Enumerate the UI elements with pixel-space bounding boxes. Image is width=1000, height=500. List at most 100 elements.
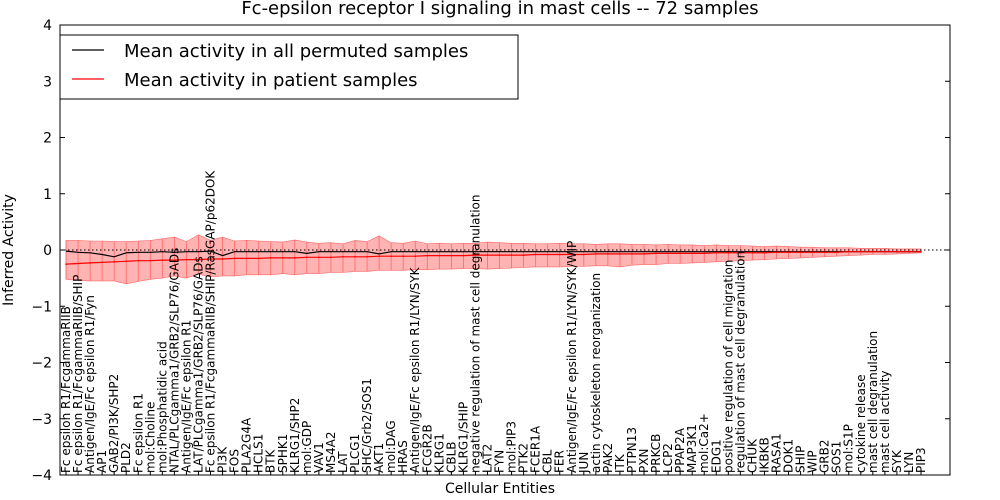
patient-mean-point <box>920 250 922 253</box>
patient-mean-point <box>727 252 730 254</box>
patient-mean-point <box>558 253 561 256</box>
x-category-label: FYN <box>493 450 507 473</box>
patient-mean-point <box>570 253 573 256</box>
y-tick-label: 4 <box>43 18 52 34</box>
patient-mean-point <box>510 254 513 256</box>
patient-mean-point <box>173 259 176 261</box>
patient-mean-point <box>775 251 778 254</box>
patient-mean-point <box>342 255 344 258</box>
patient-mean-point <box>426 254 429 257</box>
x-axis-label: Cellular Entities <box>445 481 555 497</box>
patient-mean-point <box>787 251 790 254</box>
patient-mean-point <box>89 262 91 264</box>
x-category-label: ITK <box>613 453 627 473</box>
x-category-label: JUN <box>577 452 591 474</box>
x-category-label: negative regulation of mast cell degranu… <box>468 194 482 473</box>
x-category-label: GAB2/PI3K/SHP2 <box>107 374 121 473</box>
patient-mean-point <box>366 255 368 258</box>
patient-mean-point <box>872 250 874 253</box>
x-category-label: KLRG1/SHP2 <box>288 398 302 473</box>
x-category-label: LYN <box>902 452 916 473</box>
patient-mean-point <box>739 252 742 254</box>
patient-mean-point <box>113 261 115 263</box>
x-category-label: PLA2G4A <box>240 417 254 473</box>
series-line-layer <box>65 250 922 265</box>
x-category-label: NTAL/PLCgamma1/GRB2/SLP76/GADs <box>167 248 181 473</box>
patient-mean-point <box>763 252 766 254</box>
patient-mean-point <box>522 254 525 256</box>
x-category-label: regulation of mast cell degranulation <box>733 251 747 473</box>
x-category-label: mol:Ca2+ <box>697 413 711 473</box>
y-axis-label: Inferred Activity <box>1 194 17 306</box>
x-category-label: BTK <box>264 448 278 473</box>
x-category-label: mol:S1P <box>842 424 856 473</box>
patient-mean-point <box>859 250 862 253</box>
x-category-label: SYK <box>890 449 904 473</box>
x-category-label: PXN <box>637 449 651 473</box>
x-category-label: Fc epsilon R1/FcgammaRIIB <box>59 306 73 473</box>
y-tick-label-layer: −4 −3 −2 −1 0 1 2 3 4 <box>31 18 52 484</box>
x-category-label: CBLB <box>444 441 458 473</box>
patient-mean-point <box>799 251 802 254</box>
x-category-label: PI3K <box>216 446 230 473</box>
legend-box <box>59 34 519 100</box>
patient-mean-point <box>667 252 669 255</box>
patient-mean-point <box>101 261 103 264</box>
patient-mean-point <box>390 255 392 257</box>
patient-mean-point <box>607 253 609 255</box>
x-category-label: mol:PIP3 <box>505 421 519 473</box>
x-category-label: Antigen/IgE/Fc epsilon R1/LYN/SYK <box>408 266 422 473</box>
patient-mean-point <box>847 250 850 253</box>
x-category-label: LCP2 <box>661 443 675 473</box>
patient-mean-point <box>209 258 212 260</box>
x-category-label: PPAP2A <box>673 427 687 473</box>
legend-label-patient: Mean activity in patient samples <box>124 70 418 91</box>
patient-mean-point <box>486 254 489 256</box>
x-category-label: mol:Phosphatidic acid <box>155 341 169 473</box>
patient-mean-point <box>546 253 549 256</box>
x-category-label: IKBKB <box>758 437 772 473</box>
y-tick-label: −1 <box>31 299 52 315</box>
patient-mean-point <box>197 258 200 261</box>
patient-mean-point <box>631 253 633 255</box>
x-category-label: SHC/Grb2/SOS1 <box>360 378 374 473</box>
patient-mean-point <box>715 252 718 254</box>
patient-mean-point <box>908 250 910 253</box>
patient-mean-point <box>330 256 332 259</box>
patient-mean-point <box>595 253 597 255</box>
x-category-label: Antigen/IgE/Fc epsilon R1/LYN/SYK/WIP <box>565 241 579 473</box>
patient-mean-point <box>691 252 693 255</box>
patient-mean-point <box>438 254 441 257</box>
x-category-label: actin cytoskeleton reorganization <box>589 273 603 473</box>
patient-mean-point <box>65 263 67 265</box>
x-category-label: SHIP <box>794 446 808 473</box>
patient-mean-point <box>149 259 152 262</box>
x-category-label: mol:GDP <box>300 421 314 473</box>
patient-mean-point <box>414 255 417 257</box>
x-category-label: LAT2 <box>481 444 495 473</box>
y-tick-label: 2 <box>43 131 52 147</box>
patient-mean-point <box>402 255 404 257</box>
x-category-label: Fc epsilon R1 <box>131 393 145 473</box>
plot-frame <box>59 24 951 476</box>
x-category-label: FER <box>553 450 567 473</box>
x-category-label: WIP <box>806 450 820 473</box>
patient-mean-point <box>233 257 236 260</box>
patient-mean-point <box>498 254 501 256</box>
patient-mean-point <box>703 252 706 255</box>
patient-mean-point <box>474 254 477 256</box>
x-category-label: RASA1 <box>770 433 784 473</box>
patient-mean-point <box>354 255 356 258</box>
patient-mean-point <box>751 252 754 254</box>
x-category-label: EDG1 <box>709 439 723 473</box>
x-category-label: PLCG1 <box>348 434 362 473</box>
y-tick-label: −4 <box>31 468 52 484</box>
x-category-label: positive regulation of cell migration <box>721 260 735 473</box>
x-category-label: KLRG1/SHIP <box>456 402 470 473</box>
patient-mean-point <box>835 251 838 254</box>
patient-mean-point <box>161 259 164 261</box>
x-category-label: DOK1 <box>782 439 796 473</box>
x-category-label: mast cell degranulation <box>866 331 880 473</box>
